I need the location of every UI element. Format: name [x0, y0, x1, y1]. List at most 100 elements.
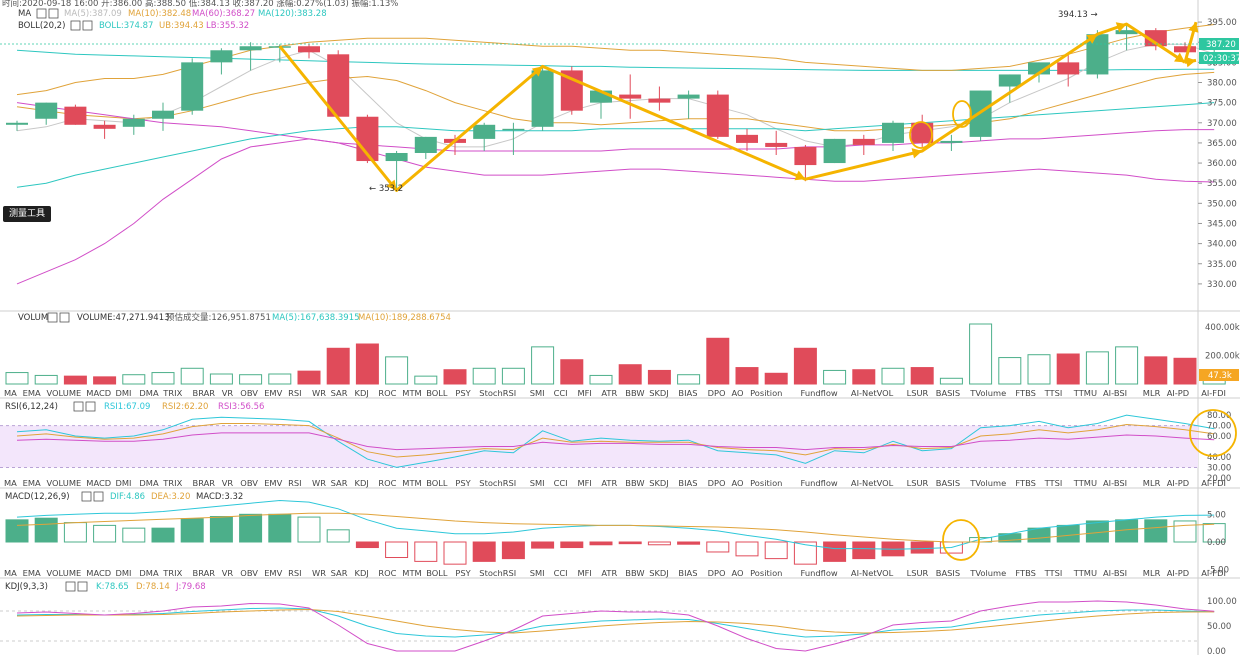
indicator-menu-item[interactable]: AI-NetVOL	[851, 478, 894, 488]
indicator-menu-item[interactable]: MA	[4, 478, 17, 488]
indicator-menu-item[interactable]: VR	[222, 568, 234, 578]
indicator-menu-item[interactable]: FTBS	[1015, 568, 1036, 578]
indicator-menu-item[interactable]: BOLL	[426, 568, 448, 578]
indicator-menu-item[interactable]: MLR	[1143, 568, 1161, 578]
indicator-menu-item[interactable]: SMI	[530, 568, 545, 578]
indicator-menu-item[interactable]: WR	[312, 388, 326, 398]
indicator-menu-item[interactable]: KDJ	[355, 568, 369, 578]
indicator-menu-item[interactable]: MFI	[578, 568, 592, 578]
indicator-menu-item[interactable]: BASIS	[936, 568, 960, 578]
indicator-menu-item[interactable]: StochRSI	[479, 478, 516, 488]
indicator-menu-item[interactable]: MTM	[402, 388, 421, 398]
indicator-menu-item[interactable]: VOLUME	[47, 478, 82, 488]
indicator-menu-item[interactable]: OBV	[240, 568, 258, 578]
indicator-menu-item[interactable]: ATR	[601, 568, 617, 578]
indicator-menu-item[interactable]: MFI	[578, 388, 592, 398]
indicator-menu-item[interactable]: VR	[222, 388, 234, 398]
indicator-menu-item[interactable]: EMV	[264, 478, 282, 488]
indicator-menu-item[interactable]: EMA	[23, 388, 41, 398]
indicator-menu-item[interactable]: PSY	[455, 388, 471, 398]
indicator-menu-item[interactable]: TRIX	[162, 388, 182, 398]
settings-button[interactable]	[65, 581, 76, 592]
indicator-menu-item[interactable]: EMV	[264, 388, 282, 398]
indicator-menu-item[interactable]: AO	[732, 388, 745, 398]
indicator-menu-item[interactable]: AI-FDI	[1201, 568, 1226, 578]
indicator-menu-item[interactable]: DMA	[139, 568, 159, 578]
indicator-menu-item[interactable]: SMI	[530, 388, 545, 398]
indicator-menu-item[interactable]: Position	[750, 568, 782, 578]
indicator-menu-item[interactable]: BIAS	[678, 478, 697, 488]
indicator-menu-item[interactable]: BASIS	[936, 388, 960, 398]
indicator-menu-item[interactable]: MACD	[86, 568, 111, 578]
indicator-menu-item[interactable]: PSY	[455, 568, 471, 578]
indicator-menu-item[interactable]: MACD	[86, 478, 111, 488]
indicator-menu-item[interactable]: TTMU	[1073, 478, 1097, 488]
indicator-menu-item[interactable]: LSUR	[907, 478, 929, 488]
indicator-menu-item[interactable]: DMI	[116, 478, 132, 488]
indicator-menu-item[interactable]: MACD	[86, 388, 111, 398]
close-button[interactable]	[85, 401, 96, 412]
indicator-menu-item[interactable]: ATR	[601, 388, 617, 398]
indicator-menu-item[interactable]: AI-BSI	[1103, 478, 1127, 488]
indicator-menu-item[interactable]: KDJ	[355, 478, 369, 488]
indicator-menu-item[interactable]: VOLUME	[47, 388, 82, 398]
indicator-menu-item[interactable]: FTBS	[1015, 478, 1036, 488]
indicator-menu-item[interactable]: TVolume	[969, 478, 1006, 488]
indicator-menu-item[interactable]: AI-PD	[1167, 568, 1190, 578]
indicator-menu-item[interactable]: LSUR	[907, 388, 929, 398]
close-button[interactable]	[59, 312, 70, 323]
indicator-menu-item[interactable]: TTMU	[1073, 568, 1097, 578]
indicator-menu-item[interactable]: Fundflow	[801, 388, 838, 398]
indicator-menu-item[interactable]: LSUR	[907, 568, 929, 578]
indicator-menu-item[interactable]: Position	[750, 478, 782, 488]
close-button[interactable]	[48, 8, 59, 19]
indicator-menu-item[interactable]: BASIS	[936, 478, 960, 488]
indicator-menu-item[interactable]: CCI	[554, 478, 568, 488]
indicator-menu-item[interactable]: MLR	[1143, 388, 1161, 398]
indicator-menu-item[interactable]: AI-FDI	[1201, 478, 1226, 488]
indicator-menu-item[interactable]: ROC	[378, 388, 396, 398]
indicator-menu-item[interactable]: CCI	[554, 568, 568, 578]
indicator-menu-item[interactable]: RSI	[288, 478, 301, 488]
close-button[interactable]	[82, 20, 93, 31]
indicator-menu-item[interactable]: VOLUME	[47, 568, 82, 578]
indicator-menu-item[interactable]: KDJ	[355, 388, 369, 398]
indicator-menu-item[interactable]: BRAR	[193, 388, 216, 398]
indicator-menu-item[interactable]: TRIX	[162, 568, 182, 578]
settings-button[interactable]	[73, 401, 84, 412]
indicator-menu-item[interactable]: SAR	[331, 478, 348, 488]
close-button[interactable]	[93, 491, 104, 502]
indicator-menu-item[interactable]: DMI	[116, 568, 132, 578]
indicator-menu-item[interactable]: BBW	[625, 568, 644, 578]
indicator-menu-item[interactable]: TTSI	[1044, 478, 1063, 488]
indicator-menu-item[interactable]: DPO	[708, 478, 726, 488]
settings-button[interactable]	[81, 491, 92, 502]
indicator-menu-item[interactable]: BBW	[625, 388, 644, 398]
indicator-menu-item[interactable]: TRIX	[162, 478, 182, 488]
indicator-menu-item[interactable]: StochRSI	[479, 568, 516, 578]
indicator-menu-item[interactable]: SMI	[530, 478, 545, 488]
indicator-menu-item[interactable]: BOLL	[426, 388, 448, 398]
indicator-menu-item[interactable]: TVolume	[969, 388, 1006, 398]
indicator-menu-item[interactable]: MLR	[1143, 478, 1161, 488]
indicator-menu-item[interactable]: FTBS	[1015, 388, 1036, 398]
indicator-menu-item[interactable]: StochRSI	[479, 388, 516, 398]
indicator-menu-item[interactable]: BRAR	[193, 568, 216, 578]
indicator-menu-item[interactable]: AI-FDI	[1201, 388, 1226, 398]
close-button[interactable]	[77, 581, 88, 592]
indicator-menu-item[interactable]: Fundflow	[801, 568, 838, 578]
indicator-menu-item[interactable]: SAR	[331, 388, 348, 398]
indicator-menu-item[interactable]: OBV	[240, 478, 258, 488]
indicator-menu-item[interactable]: VR	[222, 478, 234, 488]
indicator-menu-item[interactable]: BIAS	[678, 568, 697, 578]
indicator-menu-item[interactable]: Position	[750, 388, 782, 398]
indicator-menu-item[interactable]: TTMU	[1073, 388, 1097, 398]
indicator-menu-item[interactable]: TVolume	[969, 568, 1006, 578]
indicator-menu-item[interactable]: RSI	[288, 568, 301, 578]
indicator-menu-item[interactable]: PSY	[455, 478, 471, 488]
indicator-menu-item[interactable]: MTM	[402, 478, 421, 488]
indicator-menu-item[interactable]: DPO	[708, 388, 726, 398]
indicator-menu-item[interactable]: RSI	[288, 388, 301, 398]
indicator-menu-item[interactable]: CCI	[554, 388, 568, 398]
